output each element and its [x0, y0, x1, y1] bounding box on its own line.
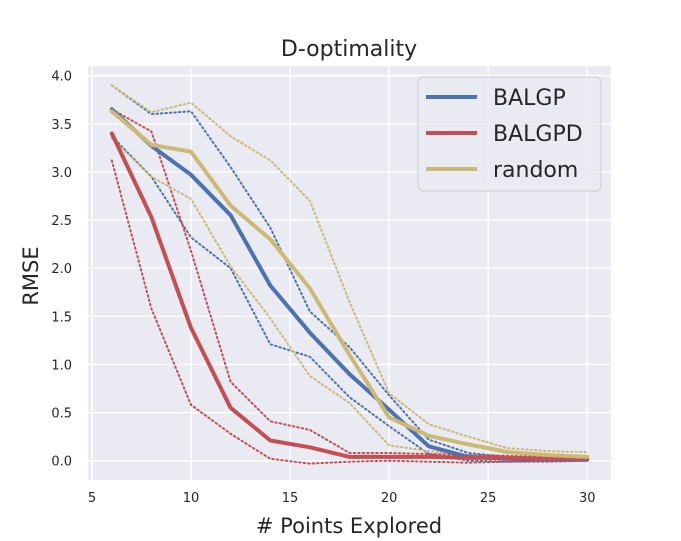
x-tick-label: 15 — [282, 491, 299, 506]
x-tick-label: 20 — [381, 491, 398, 506]
x-axis-label: # Points Explored — [256, 514, 442, 538]
series-line-random — [109, 109, 590, 459]
y-tick-label: 3.5 — [51, 118, 72, 133]
series-lower-bound-balgpd — [110, 159, 589, 465]
legend: BALGP BALGPD random — [417, 76, 602, 192]
series-layer — [109, 84, 590, 465]
legend-label-random: random — [493, 158, 578, 183]
x-tick-label: 30 — [579, 491, 596, 506]
y-tick-label: 2.5 — [51, 214, 72, 229]
x-tick-label: 25 — [480, 491, 497, 506]
y-tick-label: 0.0 — [51, 455, 72, 470]
y-tick-label: 1.5 — [51, 310, 72, 325]
series-upper-bound-balgp — [110, 84, 589, 459]
y-tick-label: 1.0 — [51, 358, 72, 373]
y-tick-label: 2.0 — [51, 262, 72, 277]
y-tick-label: 0.5 — [51, 407, 72, 422]
y-axis-label: RMSE — [19, 246, 43, 305]
chart-title: D-optimality — [281, 37, 417, 62]
x-tick-label: 10 — [183, 491, 200, 506]
y-tick-label: 4.0 — [51, 70, 72, 85]
x-tick-label: 5 — [88, 491, 96, 506]
legend-label-balgp: BALGP — [493, 86, 566, 111]
legend-box — [417, 76, 602, 192]
legend-label-balgpd: BALGPD — [493, 122, 583, 147]
y-tick-label: 3.0 — [51, 166, 72, 181]
series-line-balgpd — [109, 131, 590, 461]
series-upper-bound-random — [110, 84, 589, 454]
tick-labels: 5 10 15 20 25 30 0.0 0.5 1.0 1.5 2.0 2.5 3.0 3.5 4.0 — [51, 70, 595, 506]
